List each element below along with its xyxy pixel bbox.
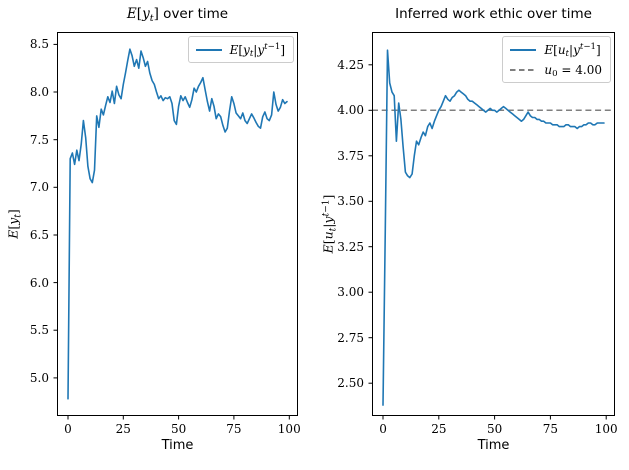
chart-inferred-work-ethic: Inferred work ethic over time E[ut|yt−1]…	[321, 6, 618, 453]
legend-line-swatch	[195, 48, 222, 51]
y-tick-label: 7.0	[29, 180, 49, 195]
y-tick-label: 3.25	[337, 239, 364, 254]
x-axis-label: Time	[161, 438, 194, 453]
legend: E[yt|yt−1]	[187, 36, 294, 63]
y-tick-label: 6.0	[29, 275, 49, 290]
y-tick-label: 4.00	[337, 103, 364, 118]
y-tick-label: 4.25	[337, 57, 364, 72]
x-tick-label: 0	[379, 422, 387, 436]
y-axis-tick-labels: 5.0 5.5 6.0 6.5 7.0 7.5 8.0 8.5	[9, 32, 49, 416]
y-tick-label: 3.75	[337, 148, 364, 163]
y-tick-label: 3.50	[337, 194, 364, 209]
x-tick-label: 50	[170, 422, 187, 436]
legend-label: E[ut|yt−1]	[544, 42, 601, 59]
chart-title-text: Inferred work ethic over time	[395, 6, 592, 22]
x-axis-label: Time	[477, 438, 510, 453]
series-line	[382, 49, 605, 406]
y-axis-tick-labels: 2.50 2.75 3.00 3.25 3.50 3.75 4.00 4.25	[324, 32, 364, 416]
x-axis-tick-labels: 0 25 50 75 100	[57, 422, 301, 438]
legend-dashed-line-swatch	[510, 68, 537, 71]
chart-expected-output: E[yt] over time E[yt] 5.0 5.5 6.0 6.5 7.0 7.5…	[6, 6, 301, 453]
x-tick-label: 75	[542, 422, 559, 436]
legend-entry: E[yt|yt−1]	[195, 41, 285, 59]
x-tick-label: 100	[594, 422, 618, 436]
legend-line-swatch	[510, 48, 537, 51]
y-tick-label: 5.0	[29, 370, 49, 385]
plot-area	[53, 32, 298, 420]
chart-title-math: E[yt]	[126, 6, 159, 24]
y-tick-label: 2.75	[337, 330, 364, 345]
x-tick-label: 0	[64, 422, 72, 436]
chart-title-text: over time	[158, 6, 229, 22]
legend: E[ut|yt−1] u0 = 4.00	[502, 36, 611, 83]
axes-spines	[372, 32, 615, 416]
x-tick-label: 25	[431, 422, 447, 436]
axes-spines	[57, 32, 298, 416]
legend-label: E[yt|yt−1]	[229, 42, 285, 59]
chart-title: E[yt] over time	[126, 6, 229, 24]
x-tick-label: 100	[277, 422, 301, 436]
legend-entry: E[ut|yt−1]	[510, 41, 602, 58]
y-tick-label: 7.5	[29, 132, 49, 147]
legend-entry: u0 = 4.00	[510, 61, 602, 78]
x-tick-label: 50	[486, 422, 503, 436]
y-tick-label: 6.5	[29, 227, 49, 242]
chart-title: Inferred work ethic over time	[395, 6, 592, 22]
y-tick-label: 2.50	[337, 376, 364, 391]
legend-label: u0 = 4.00	[544, 62, 602, 79]
x-tick-label: 25	[115, 422, 131, 436]
y-tick-label: 8.5	[29, 37, 49, 52]
x-tick-label: 75	[226, 422, 242, 436]
plot-area	[368, 32, 615, 420]
series-line	[67, 48, 288, 400]
y-tick-label: 8.0	[29, 85, 49, 100]
y-tick-label: 5.5	[29, 323, 49, 338]
x-axis-tick-labels: 0 25 50 75 100	[372, 422, 618, 438]
y-tick-label: 3.00	[337, 285, 364, 300]
